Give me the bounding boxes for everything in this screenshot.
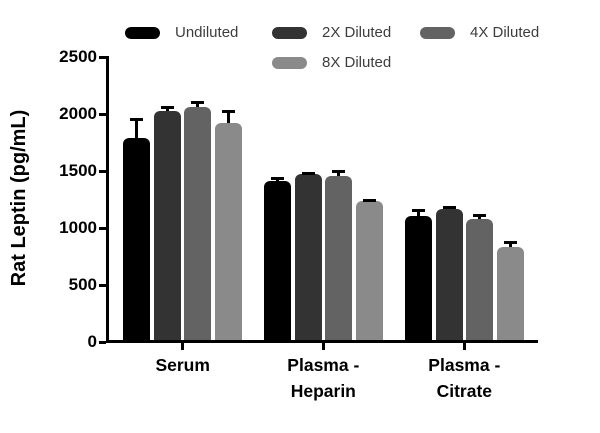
bar-4x-diluted [184,107,212,342]
bar-2x-diluted [435,208,463,342]
bar-undiluted [264,181,292,342]
y-axis-tick-label: 2000 [59,104,97,123]
error-bar-stem [226,110,230,127]
error-bar-stem [417,209,421,221]
legend-item-2x-diluted: 2X Diluted [272,21,391,45]
legend-label-undiluted: Undiluted [175,24,239,41]
error-bar-cap [442,205,456,209]
bar-2x-diluted [153,110,181,342]
y-axis-tick [99,283,106,287]
legend-swatch-2x-diluted [272,27,307,39]
error-bar-stem [508,241,512,252]
error-bar-cap [271,176,285,180]
bar-undiluted [405,216,433,342]
y-axis-line [106,56,109,343]
error-bar-stem [196,102,200,112]
y-axis-tick-label: 1000 [59,218,97,237]
legend-label-4x-diluted: 4X Diluted [470,24,540,41]
bar-4x-diluted [466,218,494,342]
x-axis-tick [462,343,466,350]
legend-swatch-4x-diluted [420,27,455,39]
bar-2x-diluted [294,174,322,342]
y-axis-tick [99,169,106,173]
x-axis-category-label: Serum [155,355,210,375]
error-bar-stem [135,119,139,142]
legend-item-8x-diluted: 8X Diluted [272,51,391,75]
y-axis-tick [99,112,106,116]
error-bar-cap [221,109,235,113]
y-axis-tick [99,55,106,59]
error-bar-cap [301,171,315,175]
error-bar-cap [473,214,487,218]
y-axis-title: Rat Leptin (pg/mL) [8,109,30,287]
bar-4x-diluted [325,176,353,342]
y-axis-tick-label: 500 [68,275,97,294]
legend-label-8x-diluted: 8X Diluted [322,54,392,71]
legend-label-2x-diluted: 2X Diluted [322,24,392,41]
x-axis-tick [321,343,325,350]
y-axis-tick [99,226,106,230]
bar-undiluted [123,137,151,342]
y-axis-tick-label: 2500 [59,47,97,66]
legend-swatch-8x-diluted [272,57,307,69]
error-bar-stem [337,171,341,181]
error-bar-cap [362,198,376,202]
legend-item-undiluted: Undiluted [125,21,238,45]
bar-8x-diluted [214,122,242,342]
error-bar-cap [160,106,174,110]
legend-item-4x-diluted: 4X Diluted [420,21,539,45]
y-axis-tick-label: 0 [87,332,97,351]
error-bar-cap [503,240,517,244]
x-axis-category-label: Plasma - Heparin [287,355,360,401]
error-bar-cap [412,208,426,212]
error-bar-cap [191,101,205,105]
y-axis-tick-label: 1500 [59,161,97,180]
x-axis-tick [181,343,185,350]
error-bar-cap [332,170,346,173]
x-axis-line [106,340,538,343]
legend-swatch-undiluted [125,27,160,39]
x-axis-category-label: Plasma - Citrate [428,355,501,401]
error-bar-cap [130,118,144,122]
y-axis-tick [99,340,106,344]
bar-8x-diluted [496,247,524,342]
bar-8x-diluted [355,200,383,342]
